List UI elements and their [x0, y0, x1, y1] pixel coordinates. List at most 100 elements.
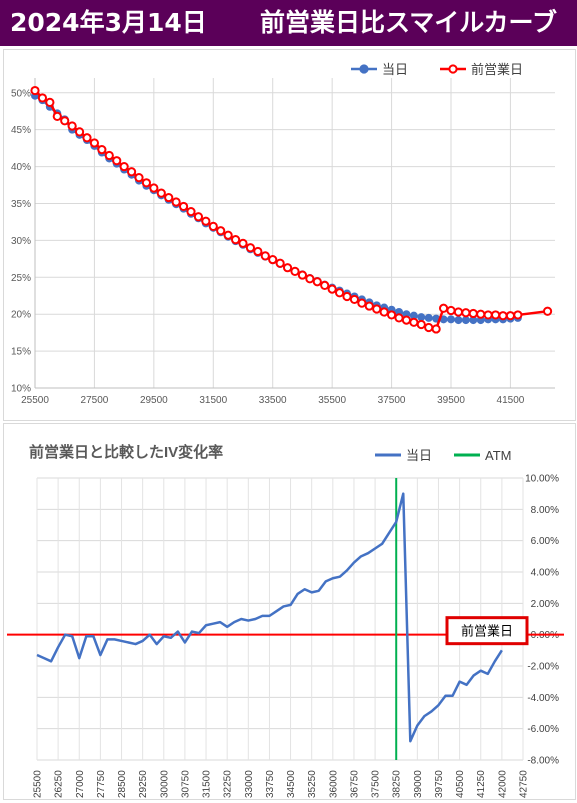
x-tick-label: 26250 — [54, 770, 65, 798]
y-tick-label: -2.00% — [527, 662, 559, 673]
x-tick-label: 27500 — [81, 395, 109, 406]
data-point-today — [417, 313, 426, 322]
y-tick-label: -4.00% — [527, 693, 559, 704]
data-point-prev — [112, 156, 122, 166]
data-point-prev — [164, 192, 174, 203]
data-point-prev — [416, 319, 426, 330]
data-point-prev — [468, 308, 478, 319]
y-tick-label: 45% — [11, 125, 31, 136]
data-point-prev — [490, 310, 501, 320]
x-tick-label: 38250 — [392, 770, 403, 798]
data-point-today — [454, 316, 463, 325]
data-point-prev — [230, 235, 241, 245]
x-tick-label: 39000 — [413, 770, 424, 798]
y-tick-label: 4.00% — [531, 568, 559, 579]
x-tick-label: 36000 — [328, 770, 339, 798]
data-point-prev — [386, 310, 397, 320]
iv-change-chart: 前営業日と比較したIV変化率 10.00% 8.00% 6.00% 4.00% 2.00%… — [7, 443, 564, 798]
data-point-prev — [372, 304, 382, 314]
legend-label-today: 当日 — [406, 448, 432, 463]
x-tick-label: 42750 — [519, 770, 530, 798]
x-tick-label: 32250 — [223, 770, 234, 798]
data-point-prev — [446, 305, 456, 316]
data-point-prev — [320, 280, 330, 291]
data-point-prev — [74, 127, 85, 137]
data-point-today — [461, 316, 470, 325]
y-tick-label: 0.00% — [531, 630, 559, 641]
data-point-prev — [126, 167, 137, 177]
data-point-prev — [505, 311, 516, 321]
data-point-prev — [134, 173, 144, 183]
x-tick-label: 37500 — [371, 770, 382, 798]
series-line-prev — [34, 89, 548, 331]
data-point-prev — [424, 322, 434, 333]
legend-marker-prev — [448, 64, 458, 74]
x-tick-label: 33750 — [265, 770, 276, 798]
x-tick-label: 33500 — [259, 395, 287, 406]
x-tick-label: 29250 — [138, 770, 149, 798]
y-tick-label: 20% — [11, 310, 31, 321]
data-point-prev — [104, 150, 114, 161]
x-tick-label: 35250 — [307, 770, 318, 798]
x-tick-label: 42000 — [497, 770, 508, 798]
data-point-prev — [67, 121, 77, 131]
data-point-today — [409, 311, 418, 320]
data-point-prev — [260, 251, 270, 261]
x-tick-label: 41250 — [476, 770, 487, 798]
data-point-prev — [334, 288, 345, 298]
smile-curve-panel: 10% 15% 20% 25% 30% 35% 40% 45% 50% 25500 27500 295… — [3, 49, 576, 421]
data-point-prev — [357, 298, 367, 308]
data-point-prev — [156, 188, 166, 198]
data-point-prev — [60, 116, 70, 126]
data-point-prev — [342, 291, 352, 302]
x-tick-label: 27000 — [75, 770, 86, 798]
data-point-today — [469, 316, 478, 325]
x-tick-label: 31500 — [199, 395, 227, 406]
legend-label-prev: 前営業日 — [471, 62, 523, 77]
data-point-prev — [438, 303, 449, 313]
data-point-prev — [431, 324, 441, 334]
y-tick-label: 40% — [11, 162, 31, 173]
data-point-prev — [171, 197, 181, 207]
data-point-prev — [89, 138, 100, 148]
data-point-today — [447, 315, 455, 324]
data-point-prev — [312, 277, 322, 287]
data-point-prev — [149, 183, 159, 193]
report-date: 2024年3月14日 — [10, 8, 207, 37]
data-point-prev — [216, 226, 226, 236]
y-tick-label: -6.00% — [527, 724, 559, 735]
data-point-prev — [186, 206, 196, 217]
y-tick-label: -8.00% — [527, 756, 559, 767]
data-point-prev — [498, 311, 508, 321]
x-tick-label: 34500 — [286, 770, 297, 798]
data-point-prev — [453, 307, 464, 317]
data-point-prev — [193, 212, 204, 222]
data-point-prev — [52, 111, 62, 121]
data-point-prev — [223, 230, 233, 240]
zero-line-label-box — [445, 616, 529, 646]
data-point-prev — [461, 308, 471, 318]
y-tick-label: 6.00% — [531, 536, 559, 547]
data-point-prev — [97, 144, 107, 155]
data-point-prev — [178, 201, 189, 212]
zero-line-label: 前営業日 — [461, 624, 513, 639]
data-point-prev — [45, 97, 55, 107]
legend-label-atm: ATM — [485, 448, 511, 463]
data-point-prev — [282, 263, 293, 273]
x-tick-label: 28500 — [117, 770, 128, 798]
x-tick-label: 30750 — [180, 770, 191, 798]
smile-curve-chart: 10% 15% 20% 25% 30% 35% 40% 45% 50% 25500 27500 295… — [11, 62, 555, 406]
y-tick-label: 25% — [11, 273, 31, 284]
chart-title: 前営業日と比較したIV変化率 — [29, 443, 223, 461]
y-tick-label: 10.00% — [525, 474, 559, 485]
data-point-prev — [275, 258, 285, 268]
x-tick-label: 41500 — [497, 395, 525, 406]
data-point-prev — [297, 270, 308, 280]
data-point-prev — [364, 301, 374, 311]
x-tick-label: 27750 — [96, 770, 107, 798]
x-tick-label: 36750 — [349, 770, 360, 798]
y-tick-label: 15% — [11, 347, 31, 358]
y-tick-label: 10% — [11, 384, 31, 395]
x-tick-label: 39750 — [434, 770, 445, 798]
data-point-prev — [349, 294, 360, 305]
